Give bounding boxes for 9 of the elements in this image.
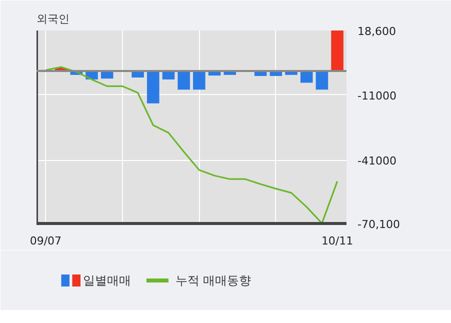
chart-title: 외국인	[36, 12, 70, 26]
y-tick-label: 18,600	[358, 25, 396, 38]
x-tick-label: 10/11	[321, 234, 354, 248]
legend-label: 일별매매	[83, 274, 132, 288]
legend-label: 누적 매매동향	[175, 274, 252, 288]
x-tick-label: 09/07	[30, 234, 62, 248]
y-tick-label: -70,100	[358, 218, 400, 231]
y-tick-label: -41000	[358, 154, 396, 168]
y-tick-label: -11000	[358, 89, 396, 102]
